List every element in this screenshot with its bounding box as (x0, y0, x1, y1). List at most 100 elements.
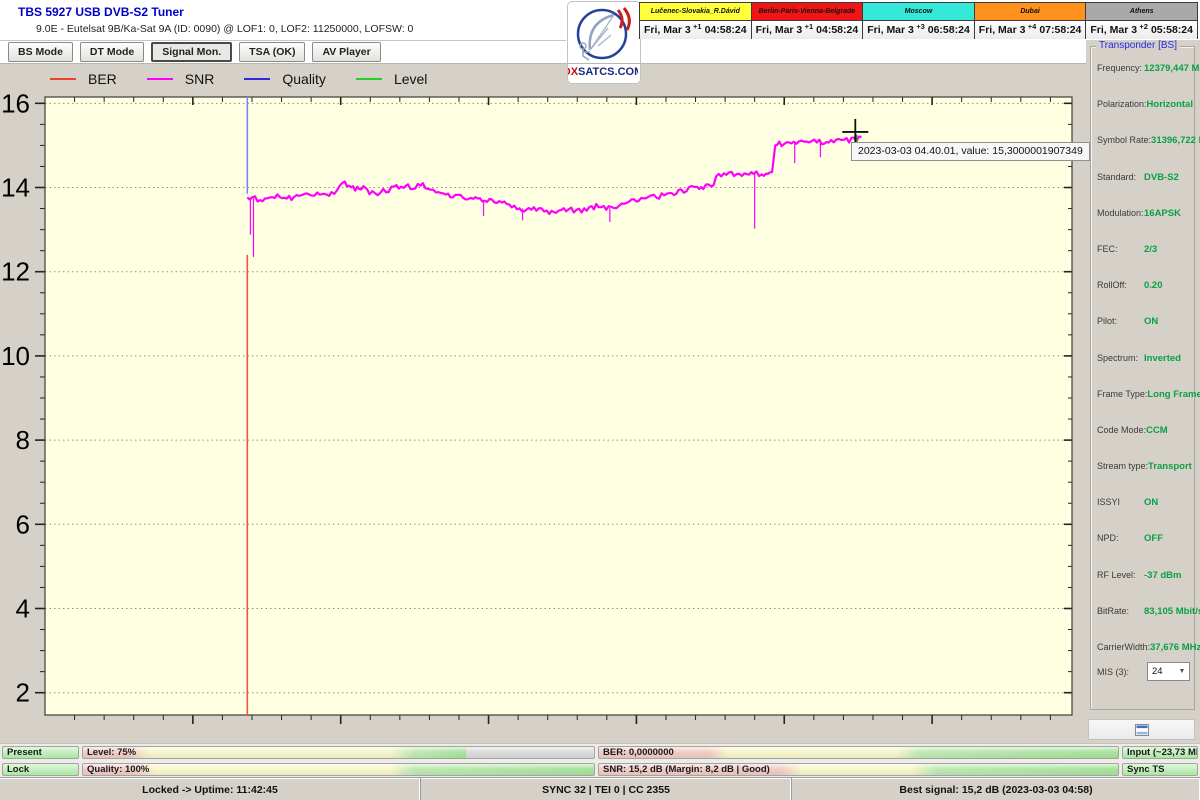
clock-utc-offset: +1 (804, 21, 814, 31)
transponder-row-value: CCM (1146, 424, 1168, 436)
band-divider (0, 63, 1200, 64)
title-divider (0, 40, 566, 41)
mode-tabs: BS Mode DT Mode Signal Mon. TSA (OK) AV … (8, 42, 381, 63)
quality-bar: Quality: 100% (82, 763, 595, 776)
svg-text:2: 2 (16, 678, 30, 708)
transponder-row-value: Transport (1148, 461, 1192, 473)
clock-date: Fri, Mar 3 (644, 24, 691, 36)
legend-line-swatch (355, 78, 382, 80)
status-bar: Locked -> Uptime: 11:42:45 SYNC 32 | TEI… (0, 777, 1200, 800)
statusbar-best-signal: Best signal: 15,2 dB (2023-03-03 04:58) (792, 778, 1200, 800)
tab-button[interactable]: AV Player (312, 42, 381, 62)
clock-time: 04:58:24 (704, 24, 747, 36)
legend-label: Level (393, 71, 428, 87)
clock-city: Athens (1086, 3, 1197, 21)
legend-item: BER (50, 71, 117, 87)
clock-city: Lučenec-Slovakia_R.Dávid (640, 3, 751, 21)
transponder-row-value: Inverted (1144, 352, 1181, 364)
tab-button[interactable]: TSA (OK) (239, 42, 306, 62)
transponder-row-value: Long Frame (1147, 388, 1200, 400)
legend-line-swatch (50, 78, 76, 80)
lock-indicator: Lock (2, 763, 79, 776)
chart-legend: BER SNR Quality Level (50, 64, 427, 94)
transponder-row-value: 12379,447 MHz (1144, 63, 1200, 74)
transponder-row: Spectrum: Inverted (1097, 353, 1192, 364)
transponder-row: CarrierWidth: 37,676 MHz (1097, 642, 1200, 653)
transponder-row-value: 83,105 Mbit/s (1144, 605, 1200, 617)
window-title: TBS 5927 USB DVB-S2 Tuner (18, 5, 184, 19)
svg-text:12: 12 (1, 257, 30, 287)
transponder-row: BitRate: 83,105 Mbit/s (1097, 606, 1200, 617)
input-indicator: Input (~23,73 Mbps) (1122, 746, 1198, 759)
transponder-row-label: Stream type: (1097, 461, 1149, 472)
transponder-row-value: 31396,722 KS/s (1151, 135, 1200, 147)
clock-time: 06:58:24 (927, 24, 970, 36)
tab-button[interactable]: BS Mode (8, 42, 73, 62)
svg-text:6: 6 (16, 509, 30, 539)
transponder-row-label: Polarization: (1097, 99, 1147, 110)
clock-date: Fri, Mar 3 (1090, 24, 1138, 36)
transponder-row: Standard: DVB-S2 (1097, 172, 1192, 183)
clock-panel: Athens Fri, Mar 3 +2 05:58:24 (1085, 2, 1198, 39)
transponder-row-label: FEC: (1097, 243, 1118, 254)
transponder-row-value: DVB-S2 (1144, 171, 1179, 183)
transponder-row-label: ISSYI (1097, 497, 1121, 508)
transponder-row: Symbol Rate: 31396,722 KS/s (1097, 135, 1200, 146)
statusbar-uptime: Locked -> Uptime: 11:42:45 (0, 778, 421, 800)
statusbar-sync-counters: SYNC 32 | TEI 0 | CC 2355 (421, 778, 792, 800)
transponder-row-value: ON (1144, 497, 1159, 509)
clock-date: Fri, Mar 3 (755, 24, 803, 36)
tab-button[interactable]: DT Mode (79, 42, 145, 62)
transponder-row: FEC: 2/3 (1097, 244, 1192, 255)
transponder-row-label: Pilot: (1097, 316, 1118, 327)
clock-panel: Moscow Fri, Mar 3 +3 06:58:24 (862, 2, 975, 39)
tab-button[interactable]: Signal Mon. (151, 42, 233, 62)
satellite-dish-icon: DXSATCS.COM (563, 7, 643, 78)
present-indicator: Present (2, 746, 79, 759)
legend-line-swatch (244, 78, 271, 80)
signal-chart[interactable]: 2 4 6 8 10 12 14 16 (1, 88, 1073, 724)
transponder-row-value: -37 dBm (1144, 569, 1182, 581)
window-subtitle: 9.0E - Eutelsat 9B/Ka-Sat 9A (ID: 0090) … (36, 23, 414, 35)
transponder-row: RF Level: -37 dBm (1097, 570, 1192, 581)
clock-date: Fri, Mar 3 (867, 24, 914, 36)
clock-utc-offset: +2 (1139, 21, 1148, 31)
mis-label: MIS (3): (1097, 666, 1130, 677)
dxsatcs-logo: DXSATCS.COM (563, 1, 643, 84)
toggle-transponder-panel-button[interactable] (1088, 719, 1195, 740)
transponder-row-label: Code Mode: (1097, 424, 1147, 435)
transponder-row: Frequency: 12379,447 MHz (1097, 63, 1200, 74)
clock-time: 05:58:24 (1150, 24, 1193, 36)
sync-ts-indicator: Sync TS (1122, 763, 1198, 776)
transponder-row-label: Frequency: (1097, 63, 1143, 73)
ber-bar: BER: 0,0000000 (598, 746, 1119, 759)
clock-panel: Lučenec-Slovakia_R.Dávid Fri, Mar 3 +1 0… (639, 2, 752, 39)
svg-text:10: 10 (1, 341, 30, 371)
svg-text:8: 8 (16, 425, 30, 455)
legend-item: Level (355, 71, 428, 87)
chart-tooltip: 2023-03-03 04.40.01, value: 15,300000190… (851, 142, 1090, 161)
legend-item: SNR (146, 71, 214, 87)
clock-utc-offset: +3 (916, 21, 925, 31)
transponder-row: Pilot: ON (1097, 316, 1192, 327)
transponder-row-value: 2/3 (1144, 243, 1158, 255)
snr-bar: SNR: 15,2 dB (Margin: 8,2 dB | Good) (598, 763, 1119, 776)
transponder-header: Transponder [BS] (1096, 40, 1181, 51)
transponder-row-label: RollOff: (1097, 280, 1127, 291)
transponder-row: RollOff: 0.20 (1097, 280, 1192, 291)
clock-time: 04:58:24 (816, 24, 859, 36)
transponder-sidebar: Transponder [BS] Frequency: 12379,447 MH… (1086, 40, 1200, 800)
mis-row: MIS (3): 24 ▼ (1097, 662, 1190, 681)
legend-label: Quality (282, 71, 326, 87)
transponder-groupbox: Transponder [BS] Frequency: 12379,447 MH… (1090, 40, 1200, 710)
mis-dropdown[interactable]: 24 ▼ (1147, 662, 1190, 681)
transponder-row-label: Standard: (1097, 171, 1137, 182)
transponder-row: Code Mode: CCM (1097, 425, 1192, 436)
transponder-row: Frame Type: Long Frame (1097, 389, 1200, 400)
clock-panel: Berlin-Paris-Vienna-Belgrade Fri, Mar 3 … (750, 2, 864, 39)
chevron-down-icon: ▼ (1178, 668, 1186, 675)
transponder-row: Polarization: Horizontal (1097, 99, 1193, 110)
transponder-row-label: CarrierWidth: (1097, 642, 1151, 652)
legend-item: Quality (244, 71, 326, 87)
